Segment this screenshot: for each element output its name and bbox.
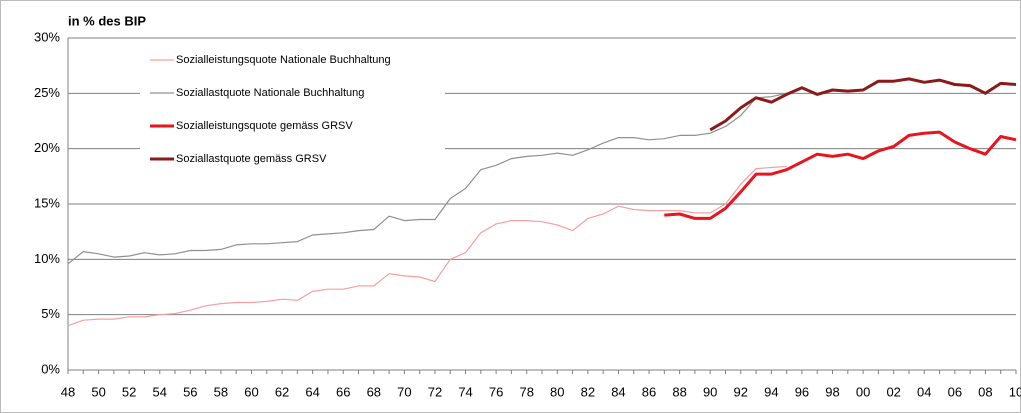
- series-line: [664, 130, 1017, 220]
- x-tick-label: 60: [244, 384, 258, 399]
- y-tick-label: 0%: [41, 361, 60, 376]
- x-tick-label: 80: [550, 384, 564, 399]
- x-tick-label: 78: [519, 384, 533, 399]
- x-tick-label: 96: [795, 384, 809, 399]
- x-tick-label: 86: [642, 384, 656, 399]
- y-tick-label: 20%: [34, 140, 60, 155]
- x-tick-label: 68: [367, 384, 381, 399]
- x-tick-label: 52: [122, 384, 136, 399]
- legend-box: [140, 44, 445, 178]
- x-tick-label: 54: [153, 384, 167, 399]
- x-tick-label: 98: [825, 384, 839, 399]
- y-tick-label: 30%: [34, 29, 60, 44]
- x-tick-label: 62: [275, 384, 289, 399]
- x-tick-label: 06: [948, 384, 962, 399]
- x-tick-label: 08: [978, 384, 992, 399]
- x-tick-label: 70: [397, 384, 411, 399]
- y-tick-label: 10%: [34, 251, 60, 266]
- y-tick-label: 25%: [34, 85, 60, 100]
- y-tick-label: 5%: [41, 306, 60, 321]
- x-tick-label: 50: [91, 384, 105, 399]
- y-axis-label: in % des BIP: [68, 13, 146, 28]
- x-tick-label: 00: [856, 384, 870, 399]
- x-tick-label: 66: [336, 384, 350, 399]
- series-line: [67, 92, 787, 265]
- legend-label: Sozialleistungsquote gemäss GRSV: [176, 120, 353, 132]
- x-tick-label: 64: [305, 384, 319, 399]
- x-tick-label: 90: [703, 384, 717, 399]
- x-tick-label: 02: [886, 384, 900, 399]
- legend-label: Sozialleistungsquote Nationale Buchhaltu…: [176, 54, 391, 66]
- legend-label: Soziallastquote Nationale Buchhaltung: [176, 87, 364, 99]
- legend-label: Soziallastquote gemäss GRSV: [176, 153, 327, 165]
- x-tick-label: 88: [672, 384, 686, 399]
- series-line: [67, 165, 787, 327]
- x-tick-label: 10: [1009, 384, 1021, 399]
- x-tick-label: 58: [214, 384, 228, 399]
- x-tick-label: 94: [764, 384, 778, 399]
- y-tick-label: 15%: [34, 195, 60, 210]
- x-tick-label: 56: [183, 384, 197, 399]
- x-tick-label: 72: [428, 384, 442, 399]
- series-line: [709, 77, 1017, 132]
- x-tick-label: 76: [489, 384, 503, 399]
- x-tick-label: 04: [917, 384, 931, 399]
- x-tick-label: 92: [734, 384, 748, 399]
- x-tick-label: 84: [611, 384, 625, 399]
- x-tick-label: 82: [581, 384, 595, 399]
- x-tick-label: 74: [458, 384, 472, 399]
- x-tick-label: 48: [61, 384, 75, 399]
